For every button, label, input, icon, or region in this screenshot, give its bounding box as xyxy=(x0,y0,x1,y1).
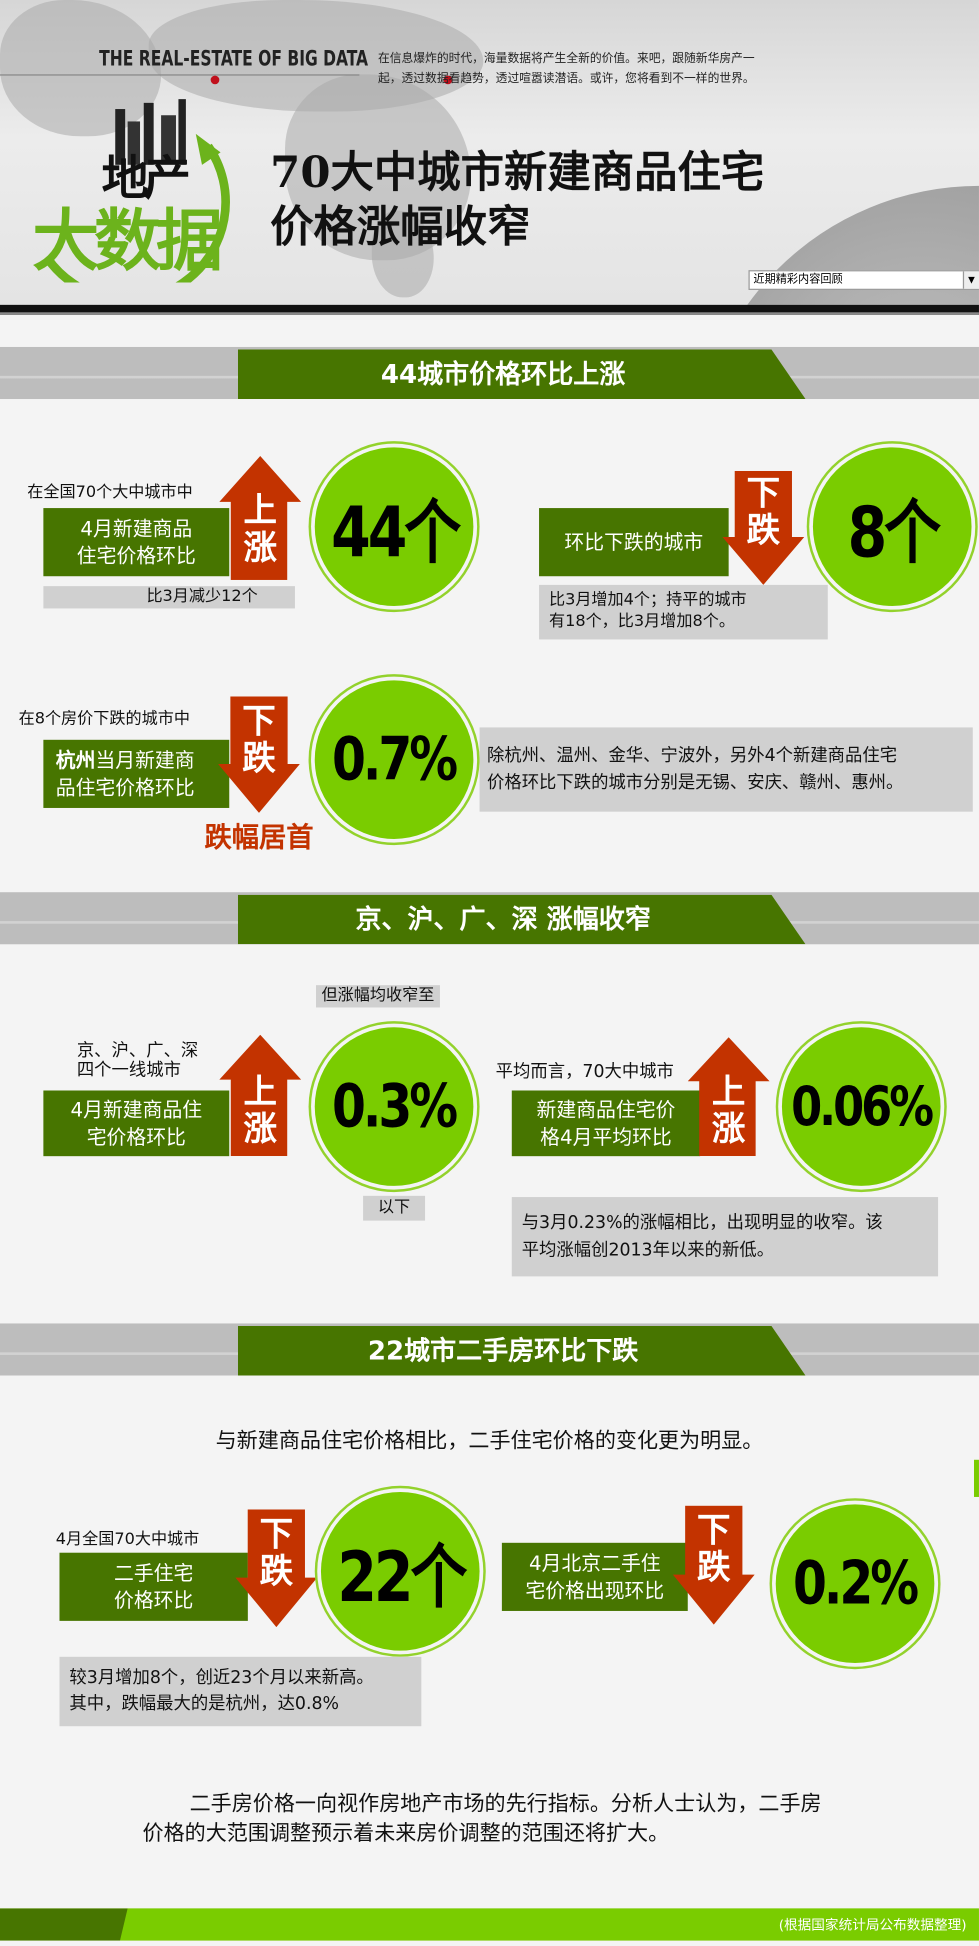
label-box: 4月新建商品住宅价格环比 xyxy=(43,1090,230,1157)
arrow-down-icon: 下 跌 xyxy=(722,470,805,585)
page-title: 70大中城市新建商品住宅 价格涨幅收窄 xyxy=(270,147,765,253)
header-description: 在信息爆炸的时代，海量数据将产生全新的价值。来吧，跟随新华房产一 起，透过数据看… xyxy=(377,52,755,86)
emphasis-text: 跌幅居首 xyxy=(204,822,314,854)
value-circle: 44个 xyxy=(314,447,474,606)
chevron-down-icon[interactable]: ▼ xyxy=(962,271,979,289)
value-circle: 0.7% xyxy=(314,680,474,839)
footer-bar: (根据国家统计局公布数据整理) xyxy=(0,1908,979,1941)
value-circle: 0.06% xyxy=(781,1027,941,1186)
note-box: 除杭州、温州、金华、宁波外，另外4个新建商品住宅 价格环比下跌的城市分别是无锡、安… xyxy=(479,727,973,812)
world-map-shape xyxy=(371,210,434,298)
arrow-down-icon: 下 跌 xyxy=(218,696,300,813)
logo-text-bottom: 大数据 xyxy=(32,201,223,281)
logo: 地产 大数据 xyxy=(22,97,245,305)
header-divider xyxy=(0,304,979,315)
logo-text-top: 地产 xyxy=(101,151,191,206)
intro-text: 京、沪、广、深 四个一线城市 xyxy=(76,1040,199,1081)
section-header: 22城市二手房环比下跌 xyxy=(0,1323,979,1376)
section-header: 京、沪、广、深 涨幅收窄 xyxy=(0,892,979,945)
label-box: 新建商品住宅价 格4月平均环比 xyxy=(511,1090,701,1157)
tagline: THE REAL-ESTATE OF BIG DATA xyxy=(99,47,369,72)
section-title: 京、沪、广、深 涨幅收窄 xyxy=(237,894,806,945)
intro-text: 平均而言，70大中城市 xyxy=(495,1061,674,1082)
note-box: 比3月增加4个；持平的城市 有18个，比3月增加8个。 xyxy=(539,584,828,640)
value-circle: 0.3% xyxy=(314,1027,474,1186)
arrow-up-icon: 上 涨 xyxy=(219,456,302,580)
header-banner: THE REAL-ESTATE OF BIG DATA 在信息爆炸的时代，海量数… xyxy=(0,0,979,305)
note-box: 但涨幅均收窄至 xyxy=(315,985,440,1008)
note-box: 以下 xyxy=(363,1195,426,1221)
label-box: 二手住宅 价格环比 xyxy=(59,1552,248,1621)
footer-accent xyxy=(0,1908,128,1941)
world-map-shape xyxy=(0,0,162,137)
value-circle: 8个 xyxy=(812,447,972,606)
source-note: (根据国家统计局公布数据整理) xyxy=(778,1917,967,1934)
red-dot xyxy=(210,75,220,85)
city-name: 杭州 xyxy=(55,747,96,772)
intro-text: 在8个房价下跌的城市中 xyxy=(18,710,190,729)
note-box: 比3月减少12个 xyxy=(43,586,295,609)
arrow-up-icon: 上 涨 xyxy=(687,1037,770,1157)
side-marker xyxy=(974,1459,979,1497)
label-box: 环比下跌的城市 xyxy=(539,508,729,577)
label-box: 4月北京二手住 宅价格出现环比 xyxy=(501,1542,688,1611)
label-box: 4月新建商品住宅价格环比 xyxy=(43,508,230,577)
conclusion-paragraph: 二手房价格一向视作房地产市场的先行指标。分析人士认为，二手房 价格的大范围调整预… xyxy=(142,1791,822,1847)
red-dot xyxy=(443,75,453,85)
intro-text: 4月全国70大中城市 xyxy=(55,1530,200,1549)
value-circle: 0.2% xyxy=(775,1504,935,1664)
note-box: 较3月增加8个，创近23个月以来新高。 其中，跌幅最大的是杭州，达0.8% xyxy=(59,1656,422,1727)
value-circle: 22个 xyxy=(320,1491,480,1651)
intro-text: 在全国70个大中城市中 xyxy=(27,483,193,502)
past-content-dropdown[interactable]: 近期精彩内容回顾 ▼ xyxy=(748,270,979,290)
label-box: 杭州当月新建商 品住宅价格环比 xyxy=(43,739,230,808)
lead-text: 与新建商品住宅价格相比，二手住宅价格的变化更为明显。 xyxy=(215,1428,764,1454)
arrow-up-icon: 上 涨 xyxy=(219,1034,302,1157)
section-header: 44城市价格环比上涨 xyxy=(0,346,979,400)
tagline-rule xyxy=(0,74,360,76)
section-title: 44城市价格环比上涨 xyxy=(237,349,806,400)
note-box: 与3月0.23%的涨幅相比，出现明显的收窄。该 平均涨幅创2013年以来的新低。 xyxy=(511,1197,939,1277)
section-title: 22城市二手房环比下跌 xyxy=(237,1325,806,1376)
